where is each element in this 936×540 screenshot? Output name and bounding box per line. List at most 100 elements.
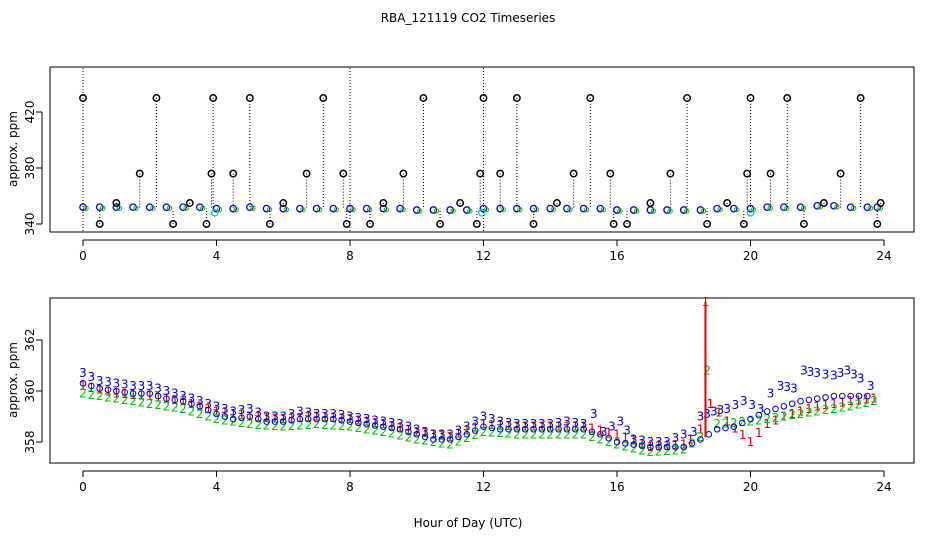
series-1-marker: 1: [496, 418, 504, 432]
series-3-marker: 3: [79, 366, 87, 380]
spike-point: [876, 199, 885, 207]
series-3-marker: 3: [748, 398, 756, 412]
baseline-green-point: [300, 206, 306, 213]
series-2-marker: 2: [405, 431, 413, 445]
series-1-marker: 1: [739, 428, 747, 442]
x-tick-label: 8: [346, 249, 354, 263]
baseline-point: [446, 206, 454, 214]
series-o-marker: [79, 380, 87, 387]
series-2-marker: 2: [296, 418, 304, 432]
top-plot-frame: [49, 66, 915, 233]
baseline-point: [145, 203, 154, 212]
spike-point: [436, 220, 445, 228]
series-o-marker: [597, 431, 604, 438]
series-3-marker: 3: [171, 387, 179, 401]
baseline-green-point: [99, 205, 106, 211]
series-o-marker: [113, 387, 120, 395]
series-o-marker: [521, 425, 529, 433]
series-3-marker: 3: [88, 370, 96, 384]
series-2-marker: 2: [763, 412, 771, 426]
baseline-green-point: [517, 206, 523, 213]
series-1-marker: 1: [405, 423, 413, 437]
spike-point: [666, 169, 675, 178]
series-o-marker: [830, 392, 838, 400]
series-o-marker: [279, 418, 287, 425]
series-2-marker: 2: [221, 413, 229, 427]
series-2-marker: 2: [129, 394, 137, 408]
series-3-marker: 3: [304, 406, 312, 420]
series-3-marker: 3: [697, 410, 705, 424]
baseline-green-point: [150, 205, 156, 211]
series-o-marker: [88, 382, 95, 390]
series-1-marker: 1: [797, 404, 805, 418]
series-2-marker: 2: [655, 445, 663, 459]
series-3-marker: 3: [346, 410, 354, 424]
bottom-x-axis: 0 4 8 12 16 20 24: [79, 470, 892, 494]
baseline-green-point: [450, 208, 456, 214]
series-1-marker: 1: [421, 426, 429, 440]
baseline-green-point: [483, 206, 490, 213]
series-1-marker: 1: [179, 394, 187, 408]
series-2-marker: 2: [546, 427, 554, 441]
series-2-marker: 2: [346, 420, 354, 434]
baseline-green-point: [500, 206, 506, 213]
baseline-point: [713, 204, 721, 213]
series-3-marker: 3: [438, 427, 446, 441]
spike-point: [456, 199, 465, 207]
x-tick-label: 0: [79, 480, 87, 494]
series-3-marker: 3: [630, 432, 638, 446]
series-2-marker: 2: [797, 407, 805, 421]
series-o-marker: [864, 392, 871, 400]
series-3-marker: 3: [757, 402, 765, 416]
series-2-marker: 2: [647, 445, 655, 459]
spike-point: [569, 169, 578, 178]
baseline-point: [462, 206, 471, 214]
series-o-marker: [813, 395, 821, 402]
baseline-point: [496, 204, 505, 213]
series-2-marker: 2: [363, 422, 371, 436]
series-3-marker: 3: [513, 417, 521, 431]
series-3-marker: 3: [221, 402, 229, 416]
series-2-marker: 2: [530, 427, 538, 441]
spike-point: [856, 94, 865, 102]
series-o-marker: [530, 425, 537, 433]
baseline-green-point: [350, 206, 356, 213]
series-3-marker: 3: [396, 417, 404, 431]
spike-point: [646, 199, 655, 207]
series-1-marker: 1: [296, 411, 304, 425]
y-tick-label: 420: [23, 101, 37, 124]
series-3-marker: 3: [188, 392, 196, 406]
series-o-marker: [304, 415, 312, 423]
series-2-marker: 2: [213, 412, 221, 426]
series-o-marker: [455, 433, 462, 441]
series-2-marker: 2: [254, 418, 262, 432]
series-3-marker: 3: [867, 379, 875, 393]
series-2-marker: 2: [421, 434, 429, 448]
series-2-marker: 2: [488, 425, 496, 439]
series-o-marker: [371, 422, 379, 429]
baseline-green-point: [767, 205, 773, 211]
spike-point: [723, 199, 732, 207]
series-2-marker: 2: [471, 428, 479, 442]
series-1-marker: 1: [822, 398, 830, 412]
series-1-marker: 1: [204, 402, 212, 416]
y-tick-label: 358: [23, 431, 37, 454]
baseline-green-point: [717, 206, 723, 213]
series-2-marker: 2: [79, 387, 87, 401]
baseline-point: [629, 206, 638, 214]
baseline-green-point: [316, 206, 323, 213]
series-2-marker: 2: [788, 408, 796, 422]
baseline-green-point: [116, 205, 123, 211]
spike-point: [512, 94, 521, 102]
baseline-point: [579, 204, 588, 213]
bottom-plot-frame: [49, 297, 915, 464]
bottom-y-axis: 358 360 362: [23, 329, 43, 454]
series-2-marker: 2: [121, 393, 129, 407]
series-o-marker: [213, 410, 220, 418]
spike-point: [472, 220, 481, 228]
baseline-point: [329, 204, 338, 213]
series-2-marker: 2: [380, 425, 388, 439]
series-1-marker: 1: [321, 410, 329, 424]
baseline-point: [813, 201, 822, 210]
